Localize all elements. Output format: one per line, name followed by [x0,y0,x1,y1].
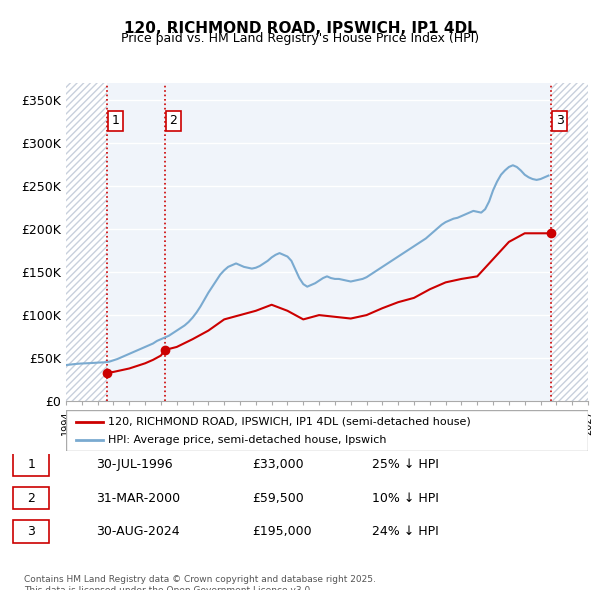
Text: 30-AUG-2024: 30-AUG-2024 [96,525,179,538]
Text: 25% ↓ HPI: 25% ↓ HPI [372,458,439,471]
Text: 2: 2 [170,114,178,127]
Text: 2: 2 [27,491,35,504]
Text: 24% ↓ HPI: 24% ↓ HPI [372,525,439,538]
Text: Contains HM Land Registry data © Crown copyright and database right 2025.
This d: Contains HM Land Registry data © Crown c… [24,575,376,590]
FancyBboxPatch shape [13,453,49,476]
Text: £59,500: £59,500 [252,491,304,504]
FancyBboxPatch shape [13,487,49,509]
Text: 30-JUL-1996: 30-JUL-1996 [96,458,173,471]
Text: Price paid vs. HM Land Registry's House Price Index (HPI): Price paid vs. HM Land Registry's House … [121,32,479,45]
Text: 3: 3 [556,114,563,127]
Text: HPI: Average price, semi-detached house, Ipswich: HPI: Average price, semi-detached house,… [108,435,386,445]
Text: 1: 1 [112,114,119,127]
Text: 3: 3 [27,525,35,538]
Text: £195,000: £195,000 [252,525,311,538]
Text: 10% ↓ HPI: 10% ↓ HPI [372,491,439,504]
Bar [66,83,107,401]
Text: £33,000: £33,000 [252,458,304,471]
FancyBboxPatch shape [66,410,588,451]
Bar [551,83,588,401]
Text: 1: 1 [27,458,35,471]
Text: 120, RICHMOND ROAD, IPSWICH, IP1 4DL: 120, RICHMOND ROAD, IPSWICH, IP1 4DL [124,21,476,35]
Text: 120, RICHMOND ROAD, IPSWICH, IP1 4DL (semi-detached house): 120, RICHMOND ROAD, IPSWICH, IP1 4DL (se… [108,417,470,427]
FancyBboxPatch shape [13,520,49,543]
Text: 31-MAR-2000: 31-MAR-2000 [96,491,180,504]
